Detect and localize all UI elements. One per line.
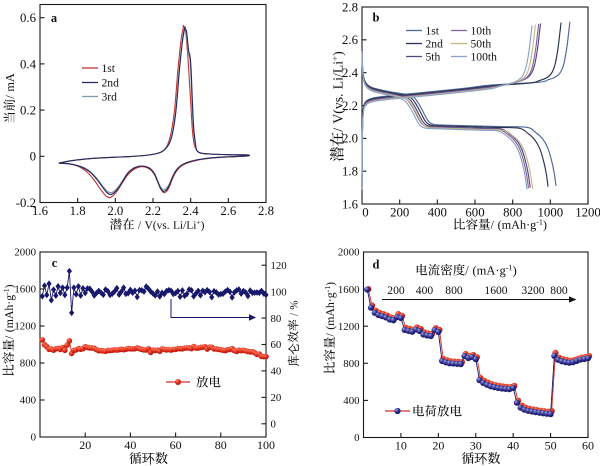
svg-text:60: 60: [271, 339, 282, 351]
svg-text:10th: 10th: [471, 25, 492, 38]
svg-text:2000: 2000: [14, 247, 36, 259]
svg-text:d: d: [373, 258, 380, 272]
svg-text:200: 200: [387, 284, 405, 297]
svg-text:120: 120: [271, 260, 287, 272]
svg-text:2000: 2000: [338, 247, 360, 259]
svg-text:1.6: 1.6: [32, 204, 49, 218]
svg-text:200: 200: [390, 205, 409, 219]
svg-text:c: c: [52, 256, 58, 270]
svg-text:400: 400: [20, 395, 36, 407]
svg-text:0: 0: [31, 432, 36, 444]
svg-text:2.8: 2.8: [342, 0, 358, 14]
svg-text:1200: 1200: [14, 321, 36, 333]
svg-text:800: 800: [503, 205, 522, 219]
svg-text:0: 0: [30, 150, 36, 164]
svg-text:2.6: 2.6: [342, 33, 359, 47]
svg-text:a: a: [51, 11, 58, 25]
svg-text:400: 400: [343, 395, 359, 407]
svg-text:2.2: 2.2: [145, 204, 161, 218]
svg-text:400: 400: [428, 205, 447, 219]
svg-text:100: 100: [271, 286, 287, 298]
svg-text:60: 60: [170, 438, 182, 452]
svg-text:2.6: 2.6: [220, 204, 237, 218]
svg-text:1600: 1600: [14, 284, 36, 296]
svg-text:1.6: 1.6: [342, 197, 359, 211]
svg-text:0.2: 0.2: [20, 104, 36, 118]
svg-text:40: 40: [271, 366, 282, 378]
svg-text:1.8: 1.8: [70, 204, 86, 218]
svg-text:40: 40: [507, 439, 519, 453]
svg-text:1200: 1200: [338, 321, 360, 333]
svg-text:1st: 1st: [426, 25, 440, 38]
svg-text:60: 60: [582, 439, 594, 453]
svg-text:1000: 1000: [538, 205, 564, 219]
svg-text:2.4: 2.4: [183, 204, 200, 218]
svg-text:0.6: 0.6: [20, 11, 37, 25]
svg-text:50: 50: [545, 439, 557, 453]
svg-text:2.8: 2.8: [258, 204, 274, 218]
svg-text:20: 20: [432, 439, 444, 453]
svg-text:80: 80: [215, 438, 227, 452]
svg-text:-0.2: -0.2: [16, 196, 36, 210]
svg-text:3200: 3200: [521, 284, 544, 297]
svg-text:0.4: 0.4: [20, 57, 37, 71]
svg-text:800: 800: [445, 284, 463, 297]
svg-text:1st: 1st: [102, 62, 116, 75]
svg-text:1.8: 1.8: [342, 165, 358, 179]
svg-text:2nd: 2nd: [102, 77, 120, 90]
svg-text:2nd: 2nd: [426, 38, 444, 51]
svg-text:3rd: 3rd: [102, 91, 118, 104]
svg-text:0: 0: [354, 432, 359, 444]
svg-text:800: 800: [550, 284, 568, 297]
svg-text:20: 20: [79, 438, 91, 452]
svg-text:100th: 100th: [471, 51, 498, 64]
svg-text:30: 30: [470, 439, 482, 453]
svg-text:1600: 1600: [338, 284, 360, 296]
svg-text:1600: 1600: [484, 284, 507, 297]
svg-text:2.0: 2.0: [342, 132, 358, 146]
svg-text:1200: 1200: [575, 205, 600, 219]
svg-text:100: 100: [257, 438, 275, 452]
svg-text:2.4: 2.4: [342, 66, 359, 80]
svg-text:5th: 5th: [426, 51, 441, 64]
svg-text:800: 800: [20, 358, 36, 370]
svg-text:0: 0: [362, 205, 368, 219]
svg-text:80: 80: [271, 313, 282, 325]
svg-text:50th: 50th: [471, 38, 492, 51]
svg-text:b: b: [373, 11, 380, 25]
svg-text:0: 0: [271, 418, 276, 430]
svg-text:20: 20: [271, 392, 282, 404]
svg-text:40: 40: [124, 438, 136, 452]
svg-text:2.0: 2.0: [107, 204, 123, 218]
svg-text:400: 400: [416, 284, 434, 297]
svg-text:2.2: 2.2: [342, 99, 358, 113]
svg-text:800: 800: [343, 358, 359, 370]
svg-text:10: 10: [395, 439, 407, 453]
svg-text:600: 600: [465, 205, 484, 219]
